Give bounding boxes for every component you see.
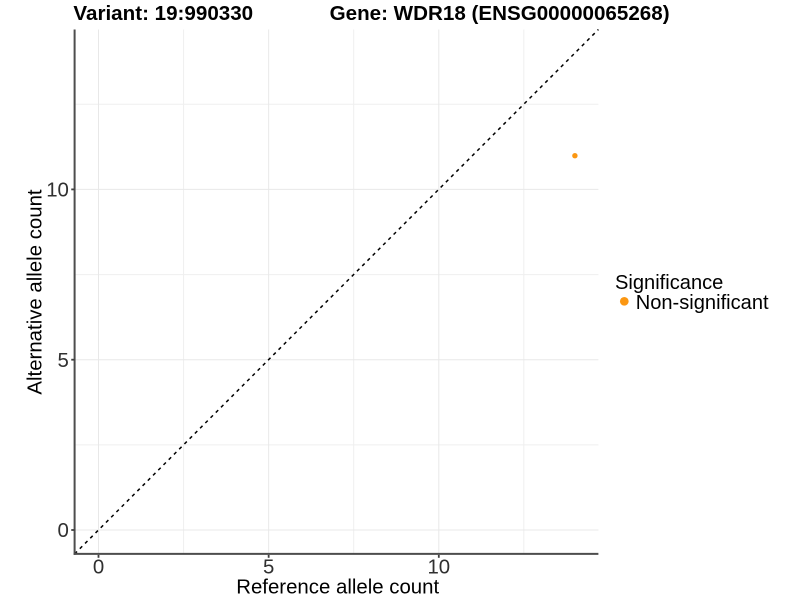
svg-text:5: 5 <box>58 350 69 372</box>
svg-text:0: 0 <box>93 557 104 579</box>
svg-text:10: 10 <box>46 180 69 202</box>
svg-text:Reference allele count: Reference allele count <box>236 576 439 598</box>
svg-text:Gene: WDR18 (ENSG00000065268): Gene: WDR18 (ENSG00000065268) <box>330 2 670 25</box>
svg-text:Variant: 19:990330: Variant: 19:990330 <box>73 2 253 25</box>
svg-text:Alternative allele count: Alternative allele count <box>24 189 46 394</box>
svg-text:5: 5 <box>263 557 274 579</box>
svg-text:Significance: Significance <box>615 272 723 294</box>
svg-text:0: 0 <box>58 520 69 542</box>
svg-text:10: 10 <box>427 557 450 579</box>
svg-text:Non-significant: Non-significant <box>636 292 769 314</box>
